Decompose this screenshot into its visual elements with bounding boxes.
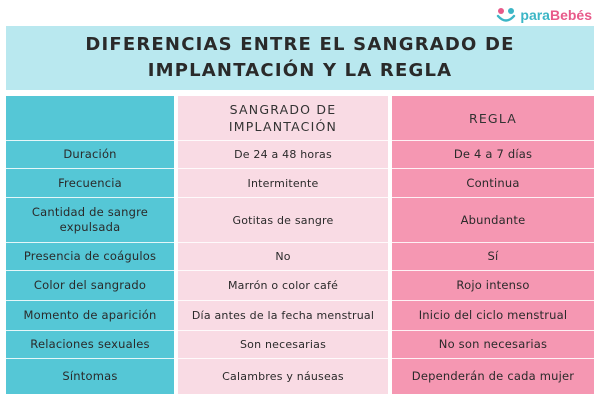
cell-implantacion: Gotitas de sangre	[178, 197, 388, 242]
page-title: DIFERENCIAS ENTRE EL SANGRADO DE IMPLANT…	[6, 26, 594, 90]
cell-implantacion: No	[178, 242, 388, 270]
header-regla-label: REGLA	[468, 110, 518, 126]
header-criteria	[6, 96, 174, 140]
cell-regla: Rojo intenso	[392, 270, 594, 300]
brand-name: paraBebés	[520, 7, 592, 23]
column-criteria: Duración Frecuencia Cantidad de sangre exp…	[6, 96, 174, 394]
cell-criteria: Cantidad de sangre expulsada	[6, 197, 174, 242]
header-implantacion-line-2: IMPLANTACIÓN	[228, 119, 338, 134]
cell-implantacion: Son necesarias	[178, 330, 388, 358]
cell-implantacion: Intermitente	[178, 168, 388, 197]
cell-implantacion: Día antes de la fecha menstrual	[178, 300, 388, 330]
column-regla: REGLA De 4 a 7 días Continua Abundante Sí Ro…	[392, 96, 594, 394]
cell-criteria: Presencia de coágulos	[6, 242, 174, 270]
comparison-table: Duración Frecuencia Cantidad de sangre exp…	[6, 96, 594, 394]
cell-regla: No son necesarias	[392, 330, 594, 358]
column-implantacion: SANGRADO DE IMPLANTACIÓN De 24 a 48 hora…	[178, 96, 388, 394]
cell-regla: Sí	[392, 242, 594, 270]
header-implantacion: SANGRADO DE IMPLANTACIÓN	[178, 96, 388, 140]
cell-implantacion: Calambres y náuseas	[178, 358, 388, 394]
cell-criteria: Momento de aparición	[6, 300, 174, 330]
cell-criteria: Relaciones sexuales	[6, 330, 174, 358]
header-regla: REGLA	[392, 96, 594, 140]
brand-part-1: para	[520, 7, 550, 23]
cell-regla: Dependerán de cada mujer	[392, 358, 594, 394]
baby-logo-icon	[497, 8, 516, 22]
title-line-1: DIFERENCIAS ENTRE EL SANGRADO DE	[85, 34, 515, 55]
parabebes-logo: paraBebés	[496, 6, 592, 24]
cell-criteria: Duración	[6, 140, 174, 168]
header-implantacion-line-1: SANGRADO DE	[229, 102, 337, 117]
cell-criteria: Frecuencia	[6, 168, 174, 197]
cell-criteria: Color del sangrado	[6, 270, 174, 300]
cell-regla: Continua	[392, 168, 594, 197]
brand-part-2: Bebés	[549, 7, 592, 23]
cell-regla: Inicio del ciclo menstrual	[392, 300, 594, 330]
cell-implantacion: Marrón o color café	[178, 270, 388, 300]
title-line-2: IMPLANTACIÓN Y LA REGLA	[147, 60, 453, 81]
cell-implantacion: De 24 a 48 horas	[178, 140, 388, 168]
cell-regla: Abundante	[392, 197, 594, 242]
cell-regla: De 4 a 7 días	[392, 140, 594, 168]
cell-criteria: Síntomas	[6, 358, 174, 394]
